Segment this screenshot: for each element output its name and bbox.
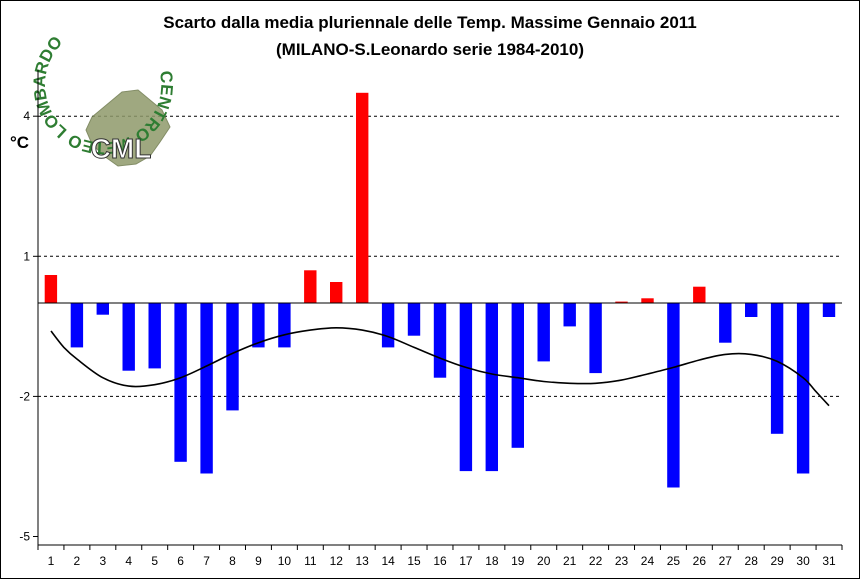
bar-day-23 [615, 301, 628, 303]
bar-day-1 [44, 275, 58, 303]
x-tick-label: 24 [641, 554, 655, 568]
x-tick-label: 4 [125, 554, 132, 568]
bar-day-6 [174, 303, 187, 462]
grid-layer [38, 115, 842, 397]
x-tick-label: 21 [563, 554, 577, 568]
x-tick-label: 30 [796, 554, 810, 568]
bar-day-20 [537, 303, 550, 362]
x-tick-label: 19 [511, 554, 525, 568]
chart-title: Scarto dalla media pluriennale delle Tem… [163, 13, 697, 32]
x-tick-label: 23 [615, 554, 629, 568]
bar-day-13 [356, 92, 369, 303]
x-tick-label: 5 [151, 554, 158, 568]
bar-day-7 [200, 303, 213, 474]
x-tick-label: 12 [330, 554, 344, 568]
bar-day-22 [589, 303, 602, 374]
bar-day-17 [459, 303, 473, 472]
x-tick-label: 10 [278, 554, 292, 568]
x-tick-label: 2 [74, 554, 81, 568]
trend-line [50, 326, 830, 407]
x-tick-label: 8 [229, 554, 236, 568]
x-tick-label: 29 [770, 554, 784, 568]
cml-logo: CENTRO METEO LOMBARDO CML [30, 32, 176, 167]
bar-day-19 [511, 303, 524, 448]
bar-day-27 [719, 303, 732, 343]
axis-layer: 41-2-51 2 3 4 5 6 7 8 9 10 11 12 13 14 15 16 17 18 19 20 21 2… [19, 70, 843, 568]
bar-day-12 [330, 282, 343, 303]
logo-initials: CML [91, 133, 152, 164]
bar-day-30 [796, 303, 810, 474]
bar-day-24 [641, 298, 654, 303]
x-tick-label: 22 [589, 554, 603, 568]
bar-day-26 [693, 286, 706, 303]
x-tick-label: 26 [693, 554, 707, 568]
x-tick-label: 6 [177, 554, 184, 568]
x-tick-label: 7 [203, 554, 210, 568]
bar-day-31 [822, 303, 836, 317]
bar-day-16 [433, 303, 447, 378]
x-tick-label: 31 [822, 554, 836, 568]
bar-day-14 [381, 303, 395, 348]
y-axis-unit: °C [10, 133, 29, 152]
chart-subtitle: (MILANO-S.Leonardo serie 1984-2010) [276, 40, 584, 59]
x-tick-label: 16 [433, 554, 447, 568]
x-tick-label: 15 [407, 554, 421, 568]
region-map-shape [85, 89, 171, 167]
x-tick-label: 3 [99, 554, 106, 568]
x-tick-label: 18 [485, 554, 499, 568]
x-tick-label: 9 [255, 554, 262, 568]
bars-layer [44, 92, 836, 488]
x-tick-label: 13 [356, 554, 370, 568]
bar-day-10 [278, 303, 291, 348]
bar-day-21 [563, 303, 576, 327]
bar-day-29 [770, 303, 784, 434]
x-tick-label: 17 [459, 554, 473, 568]
trend-layer [50, 326, 830, 407]
x-tick-label: 14 [381, 554, 395, 568]
x-tick-label: 1 [48, 554, 55, 568]
x-tick-label: 25 [667, 554, 681, 568]
x-tick-label: 20 [537, 554, 551, 568]
bar-day-18 [485, 303, 498, 472]
bar-day-8 [226, 303, 239, 411]
bar-day-4 [122, 303, 135, 371]
bar-day-15 [407, 303, 421, 336]
y-tick-label: -5 [19, 530, 30, 544]
bar-day-11 [304, 270, 317, 303]
bar-day-5 [148, 303, 161, 369]
x-tick-label: 27 [719, 554, 733, 568]
bar-day-9 [252, 303, 265, 348]
bar-day-3 [96, 303, 109, 315]
bar-day-28 [745, 303, 758, 317]
y-tick-label: 4 [23, 109, 30, 123]
bar-day-25 [667, 303, 680, 488]
x-tick-label: 11 [304, 554, 317, 568]
y-tick-label: 1 [23, 249, 30, 263]
x-tick-label: 28 [745, 554, 759, 568]
y-tick-label: -2 [19, 389, 30, 403]
bar-day-2 [70, 303, 84, 348]
